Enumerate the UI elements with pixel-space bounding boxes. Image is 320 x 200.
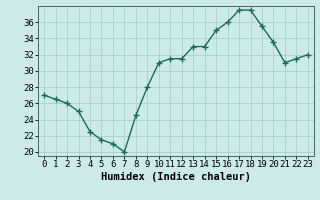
- X-axis label: Humidex (Indice chaleur): Humidex (Indice chaleur): [101, 172, 251, 182]
